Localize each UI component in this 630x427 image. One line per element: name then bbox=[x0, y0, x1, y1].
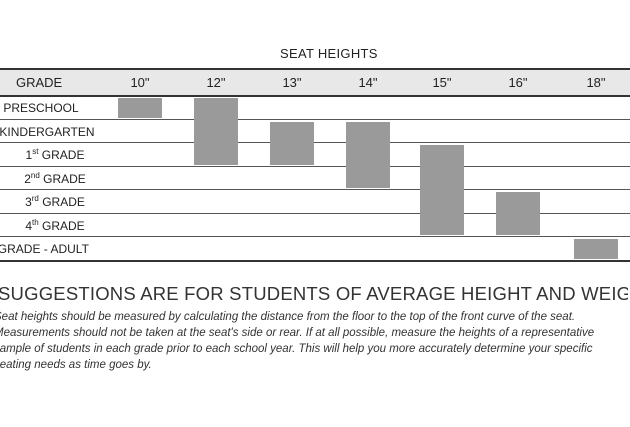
row-rule bbox=[0, 212, 630, 214]
header-rule bbox=[0, 95, 630, 97]
seat-height-bar bbox=[574, 239, 618, 259]
seat-height-bar bbox=[118, 98, 162, 118]
row-rule bbox=[0, 259, 630, 262]
measurement-notes: Seat heights should be measured by calcu… bbox=[0, 309, 630, 373]
seat-height-bar bbox=[420, 145, 464, 235]
note-line: Measurements should not be taken at the … bbox=[0, 327, 595, 339]
grade-row-label: 1st GRADE bbox=[25, 148, 85, 162]
row-rule bbox=[0, 189, 630, 190]
suggestions-heading: SUGGESTIONS ARE FOR STUDENTS OF AVERAGE … bbox=[0, 283, 628, 304]
row-rule bbox=[0, 165, 630, 167]
grade-row-label: PRESCHOOL bbox=[3, 101, 79, 115]
grade-row-label: 4th GRADE bbox=[25, 218, 85, 233]
seat-height-bar bbox=[270, 121, 314, 165]
table-header bbox=[0, 69, 630, 95]
row-rule bbox=[0, 118, 630, 120]
seat-height-bar bbox=[194, 98, 238, 165]
table-top-rule bbox=[0, 68, 630, 70]
grade-row-label: 5th GRADE - ADULT bbox=[0, 242, 89, 256]
height-column-header: 10" bbox=[130, 75, 150, 90]
note-line: sample of students in each grade prior t… bbox=[0, 343, 593, 355]
grade-row-label: 2nd GRADE bbox=[24, 171, 86, 186]
seat-height-bar bbox=[346, 121, 390, 188]
row-rule bbox=[0, 236, 630, 237]
height-column-header: 13" bbox=[282, 75, 302, 90]
height-column-header: 12" bbox=[206, 75, 226, 90]
row-rule bbox=[0, 142, 630, 143]
grade-row-label: 3rd GRADE bbox=[25, 195, 85, 209]
grade-column-header: GRADE bbox=[16, 75, 63, 90]
note-line: seating needs as time goes by. bbox=[0, 359, 152, 371]
height-column-header: 16" bbox=[508, 75, 528, 90]
seat-height-table: GRADE 10" 12" 13" 14" 15" 16" 18" PRESCHOOL KIND… bbox=[0, 68, 630, 263]
grade-row-label: KINDERGARTEN bbox=[0, 124, 95, 139]
note-line: Seat heights should be measured by calcu… bbox=[0, 311, 576, 323]
height-column-header: 18" bbox=[586, 75, 606, 90]
height-column-header: 15" bbox=[432, 75, 452, 90]
height-column-header: 14" bbox=[358, 75, 378, 90]
seat-height-bar bbox=[496, 192, 540, 235]
